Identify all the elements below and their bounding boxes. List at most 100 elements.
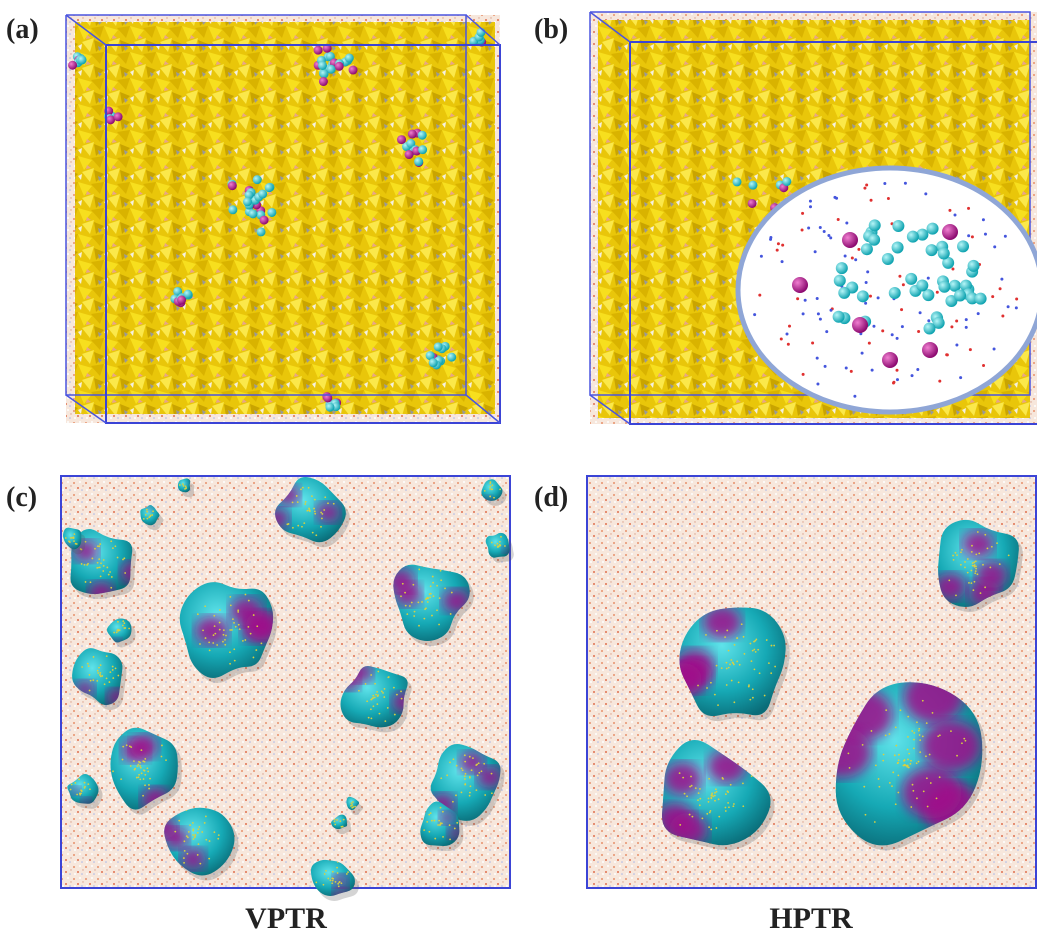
speck (97, 562, 99, 564)
speck (337, 883, 339, 885)
speck (967, 558, 969, 560)
speck (749, 699, 751, 701)
speck (710, 682, 712, 684)
small-atom (837, 218, 840, 221)
speck (972, 589, 974, 591)
speck (308, 487, 310, 489)
small-atom (917, 330, 920, 333)
speck (711, 792, 713, 794)
speck (898, 759, 900, 761)
speck (426, 821, 428, 823)
small-atom (984, 233, 987, 236)
speck (74, 782, 76, 784)
speck (430, 812, 432, 814)
speck (237, 609, 239, 611)
speck (401, 698, 403, 700)
small-atom (853, 395, 856, 398)
speck (417, 602, 419, 604)
speck (144, 758, 146, 760)
speck (469, 795, 471, 797)
speck (491, 773, 493, 775)
speck (453, 758, 455, 760)
speck (774, 666, 776, 668)
speck (372, 705, 374, 707)
speck (89, 788, 91, 790)
small-atom (781, 244, 784, 247)
speck (387, 707, 389, 709)
speck (313, 508, 315, 510)
speck (771, 645, 773, 647)
speck (897, 792, 899, 794)
speck (725, 807, 727, 809)
panel-c (61, 476, 514, 901)
small-atom (965, 318, 968, 321)
speck (179, 484, 181, 486)
speck (429, 596, 431, 598)
speck (188, 831, 190, 833)
speck (199, 863, 201, 865)
speck (152, 510, 154, 512)
speck (161, 756, 163, 758)
speck (133, 760, 135, 762)
speck (751, 660, 753, 662)
atom (892, 220, 904, 232)
atom (265, 183, 274, 192)
small-atom (769, 238, 772, 241)
speck (716, 665, 718, 667)
speck (300, 488, 302, 490)
atom (325, 403, 334, 412)
atom (923, 322, 935, 334)
speck (757, 649, 759, 651)
atom (954, 290, 966, 302)
speck (968, 582, 970, 584)
small-atom (807, 226, 810, 229)
sodium-atom (397, 135, 406, 144)
small-atom (868, 342, 871, 345)
speck (706, 687, 708, 689)
speck (250, 633, 252, 635)
speck (117, 621, 119, 623)
speck (231, 629, 233, 631)
speck (218, 834, 220, 836)
small-atom (804, 299, 807, 302)
speck (100, 675, 102, 677)
speck (431, 615, 433, 617)
speck (370, 674, 372, 676)
speck (472, 757, 474, 759)
speck (112, 669, 114, 671)
speck (706, 813, 708, 815)
sodium-atom (405, 150, 414, 159)
figure: (a) (b) (c) (d) VPTR HPTR (0, 0, 1037, 938)
speck (108, 574, 110, 576)
sodium-atom (922, 342, 938, 358)
speck (414, 611, 416, 613)
speck (871, 730, 873, 732)
speck (939, 776, 941, 778)
speck (679, 772, 681, 774)
speck (907, 759, 909, 761)
speck (247, 626, 249, 628)
small-atom (819, 318, 822, 321)
speck (889, 782, 891, 784)
small-atom (896, 369, 899, 372)
speck (440, 579, 442, 581)
speck (708, 778, 710, 780)
speck (142, 795, 144, 797)
small-atom (854, 258, 857, 261)
small-atom (823, 230, 826, 233)
speck (126, 744, 128, 746)
speck (311, 495, 313, 497)
speck (400, 595, 402, 597)
speck (500, 536, 502, 538)
speck (321, 513, 323, 515)
atom (968, 260, 980, 272)
speck (145, 514, 147, 516)
speck (715, 827, 717, 829)
speck (423, 618, 425, 620)
speck (1008, 555, 1010, 557)
speck (149, 515, 151, 517)
speck (138, 774, 140, 776)
small-atom (801, 228, 804, 231)
speck (238, 624, 240, 626)
speck (346, 873, 348, 875)
